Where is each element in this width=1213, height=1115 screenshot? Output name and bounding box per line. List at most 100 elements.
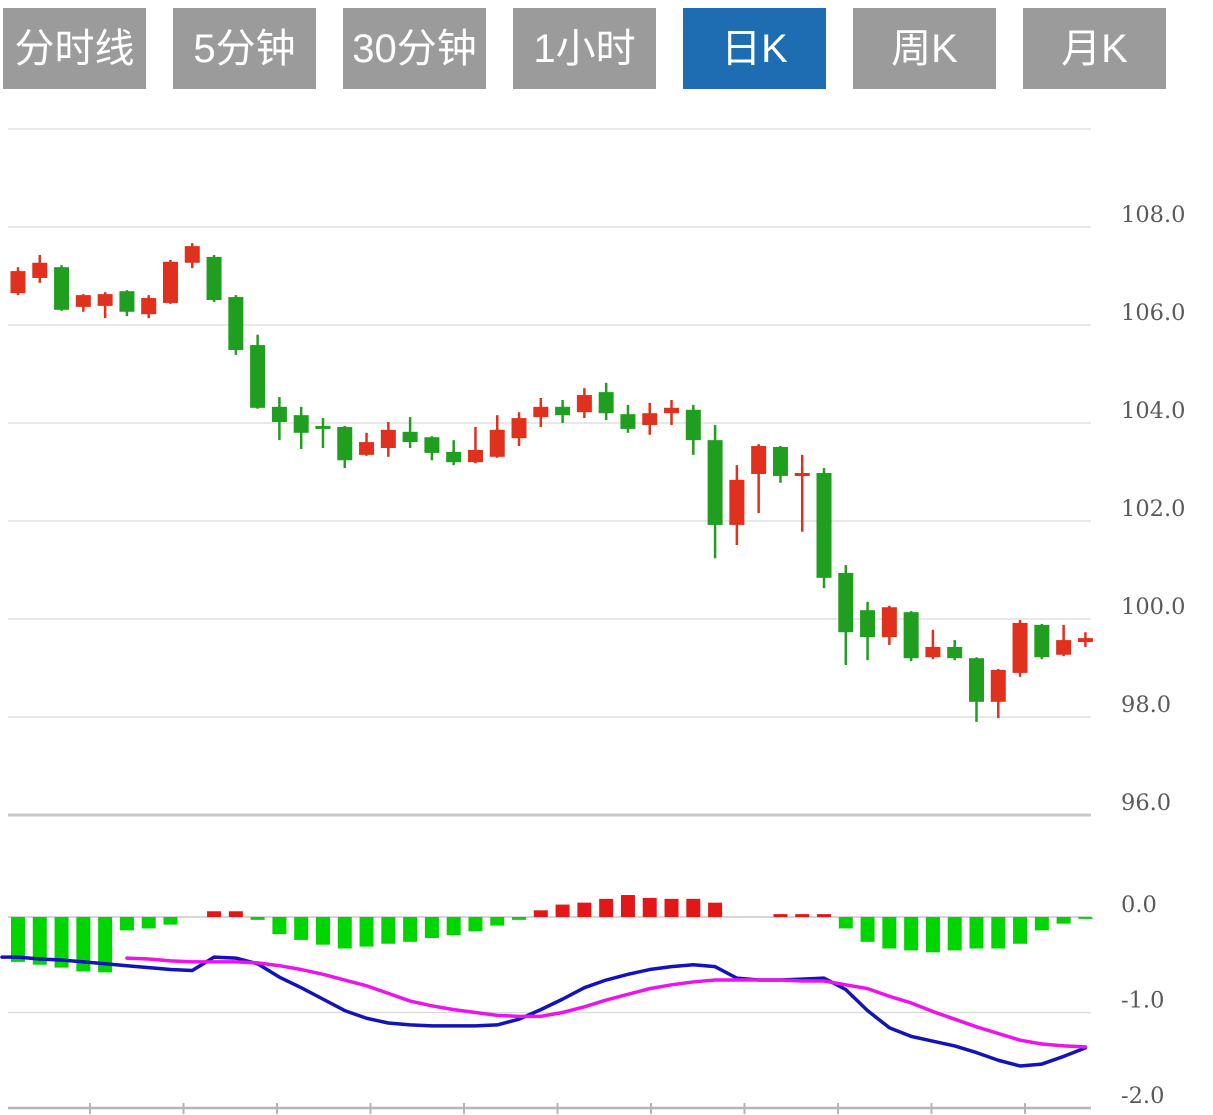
- macd-bar: [403, 917, 418, 942]
- macd-bar: [795, 914, 810, 917]
- macd-bar: [1078, 917, 1093, 919]
- macd-bar: [250, 917, 265, 920]
- macd-bar: [773, 914, 788, 917]
- candle-body: [271, 406, 287, 423]
- macd-bar: [1056, 917, 1071, 924]
- macd-bar: [838, 917, 853, 929]
- macd-bar: [686, 898, 701, 917]
- candle-body: [228, 297, 244, 350]
- tab-timeshare[interactable]: 分时线: [3, 8, 146, 89]
- candle-body: [729, 479, 745, 525]
- candle-body: [424, 437, 440, 453]
- candle-body: [511, 418, 527, 439]
- candle-body: [816, 472, 832, 578]
- macd-bar: [32, 917, 47, 965]
- macd-bar: [54, 917, 69, 968]
- candle-body: [1012, 622, 1028, 673]
- candle-body: [250, 345, 266, 408]
- candle-body: [315, 425, 331, 429]
- macd-bar: [860, 917, 875, 942]
- candle-body: [990, 669, 1006, 702]
- macd-bar: [947, 917, 962, 951]
- macd-bar: [599, 898, 614, 917]
- candle-body: [947, 646, 963, 659]
- candle-body: [141, 298, 157, 315]
- macd-tick-label: -2.0: [1121, 1083, 1164, 1109]
- candle-body: [555, 406, 571, 416]
- candle-body: [576, 395, 592, 413]
- candle-body: [337, 426, 353, 461]
- price-tick-label: 100.0: [1121, 594, 1185, 620]
- macd-bar: [991, 917, 1006, 949]
- macd-bar: [424, 917, 439, 939]
- dea-line: [125, 956, 1088, 1049]
- macd-bar: [664, 898, 679, 917]
- macd-bar: [925, 917, 940, 953]
- macd-bar: [337, 917, 352, 949]
- macd-bar: [1034, 917, 1049, 931]
- macd-bar: [294, 917, 309, 940]
- candle-body: [533, 406, 549, 418]
- candle-body: [598, 392, 614, 414]
- candle-body: [54, 267, 70, 310]
- macd-bar: [882, 917, 897, 949]
- candlesticks: [10, 243, 1093, 722]
- candle-body: [446, 451, 462, 463]
- macd-bar: [446, 917, 461, 936]
- candle-body: [1077, 638, 1093, 643]
- candle-body: [751, 446, 767, 474]
- price-gridlines: [8, 128, 1091, 817]
- macd-histogram: [11, 895, 1093, 973]
- macd-bar: [708, 902, 723, 917]
- candle-body: [359, 442, 375, 455]
- candle-body: [184, 246, 200, 263]
- tab-monthly-k[interactable]: 月K: [1023, 8, 1166, 89]
- candle-body: [119, 291, 135, 312]
- macd-bar: [490, 917, 505, 926]
- candle-body: [664, 407, 680, 414]
- candle-body: [968, 658, 984, 702]
- candle-body: [620, 414, 636, 429]
- candle-body: [794, 472, 810, 476]
- macd-bar: [468, 917, 483, 932]
- candle-body: [685, 409, 701, 441]
- price-tick-label: 102.0: [1121, 496, 1185, 522]
- price-tick-label: 106.0: [1121, 300, 1185, 326]
- candle-body: [206, 256, 222, 301]
- candle-body: [860, 610, 876, 638]
- candle-body: [642, 413, 658, 425]
- tab-weekly-k[interactable]: 周K: [853, 8, 996, 89]
- tab-daily-k[interactable]: 日K: [683, 8, 826, 89]
- candle-body: [97, 294, 113, 306]
- macd-bar: [533, 910, 548, 917]
- candle-body: [903, 612, 919, 659]
- macd-bar: [620, 895, 635, 917]
- macd-bar: [381, 917, 396, 944]
- tab-1hour[interactable]: 1小时: [513, 8, 656, 89]
- tab-5min[interactable]: 5分钟: [173, 8, 316, 89]
- macd-bar: [577, 902, 592, 917]
- macd-tick-label: -1.0: [1121, 988, 1164, 1014]
- candle-body: [10, 271, 26, 294]
- macd-bar: [207, 911, 222, 917]
- candle-body: [402, 431, 418, 443]
- macd-bar: [642, 897, 657, 917]
- macd-tick-label: 0.0: [1121, 892, 1157, 918]
- x-axis-ticks: [89, 1103, 1026, 1114]
- macd-bar: [163, 917, 178, 925]
- candle-body: [772, 447, 788, 476]
- candle-body: [707, 440, 723, 525]
- macd-bar: [817, 914, 832, 917]
- candle-body: [489, 429, 505, 457]
- macd-bar: [315, 917, 330, 945]
- macd-bar: [141, 917, 156, 929]
- tab-30min[interactable]: 30分钟: [343, 8, 486, 89]
- candle-body: [467, 449, 483, 463]
- price-tick-label: 96.0: [1121, 790, 1171, 816]
- candle-body: [1056, 640, 1072, 655]
- price-tick-label: 98.0: [1121, 692, 1171, 718]
- candle-body: [925, 646, 941, 658]
- price-tick-label: 108.0: [1121, 202, 1185, 228]
